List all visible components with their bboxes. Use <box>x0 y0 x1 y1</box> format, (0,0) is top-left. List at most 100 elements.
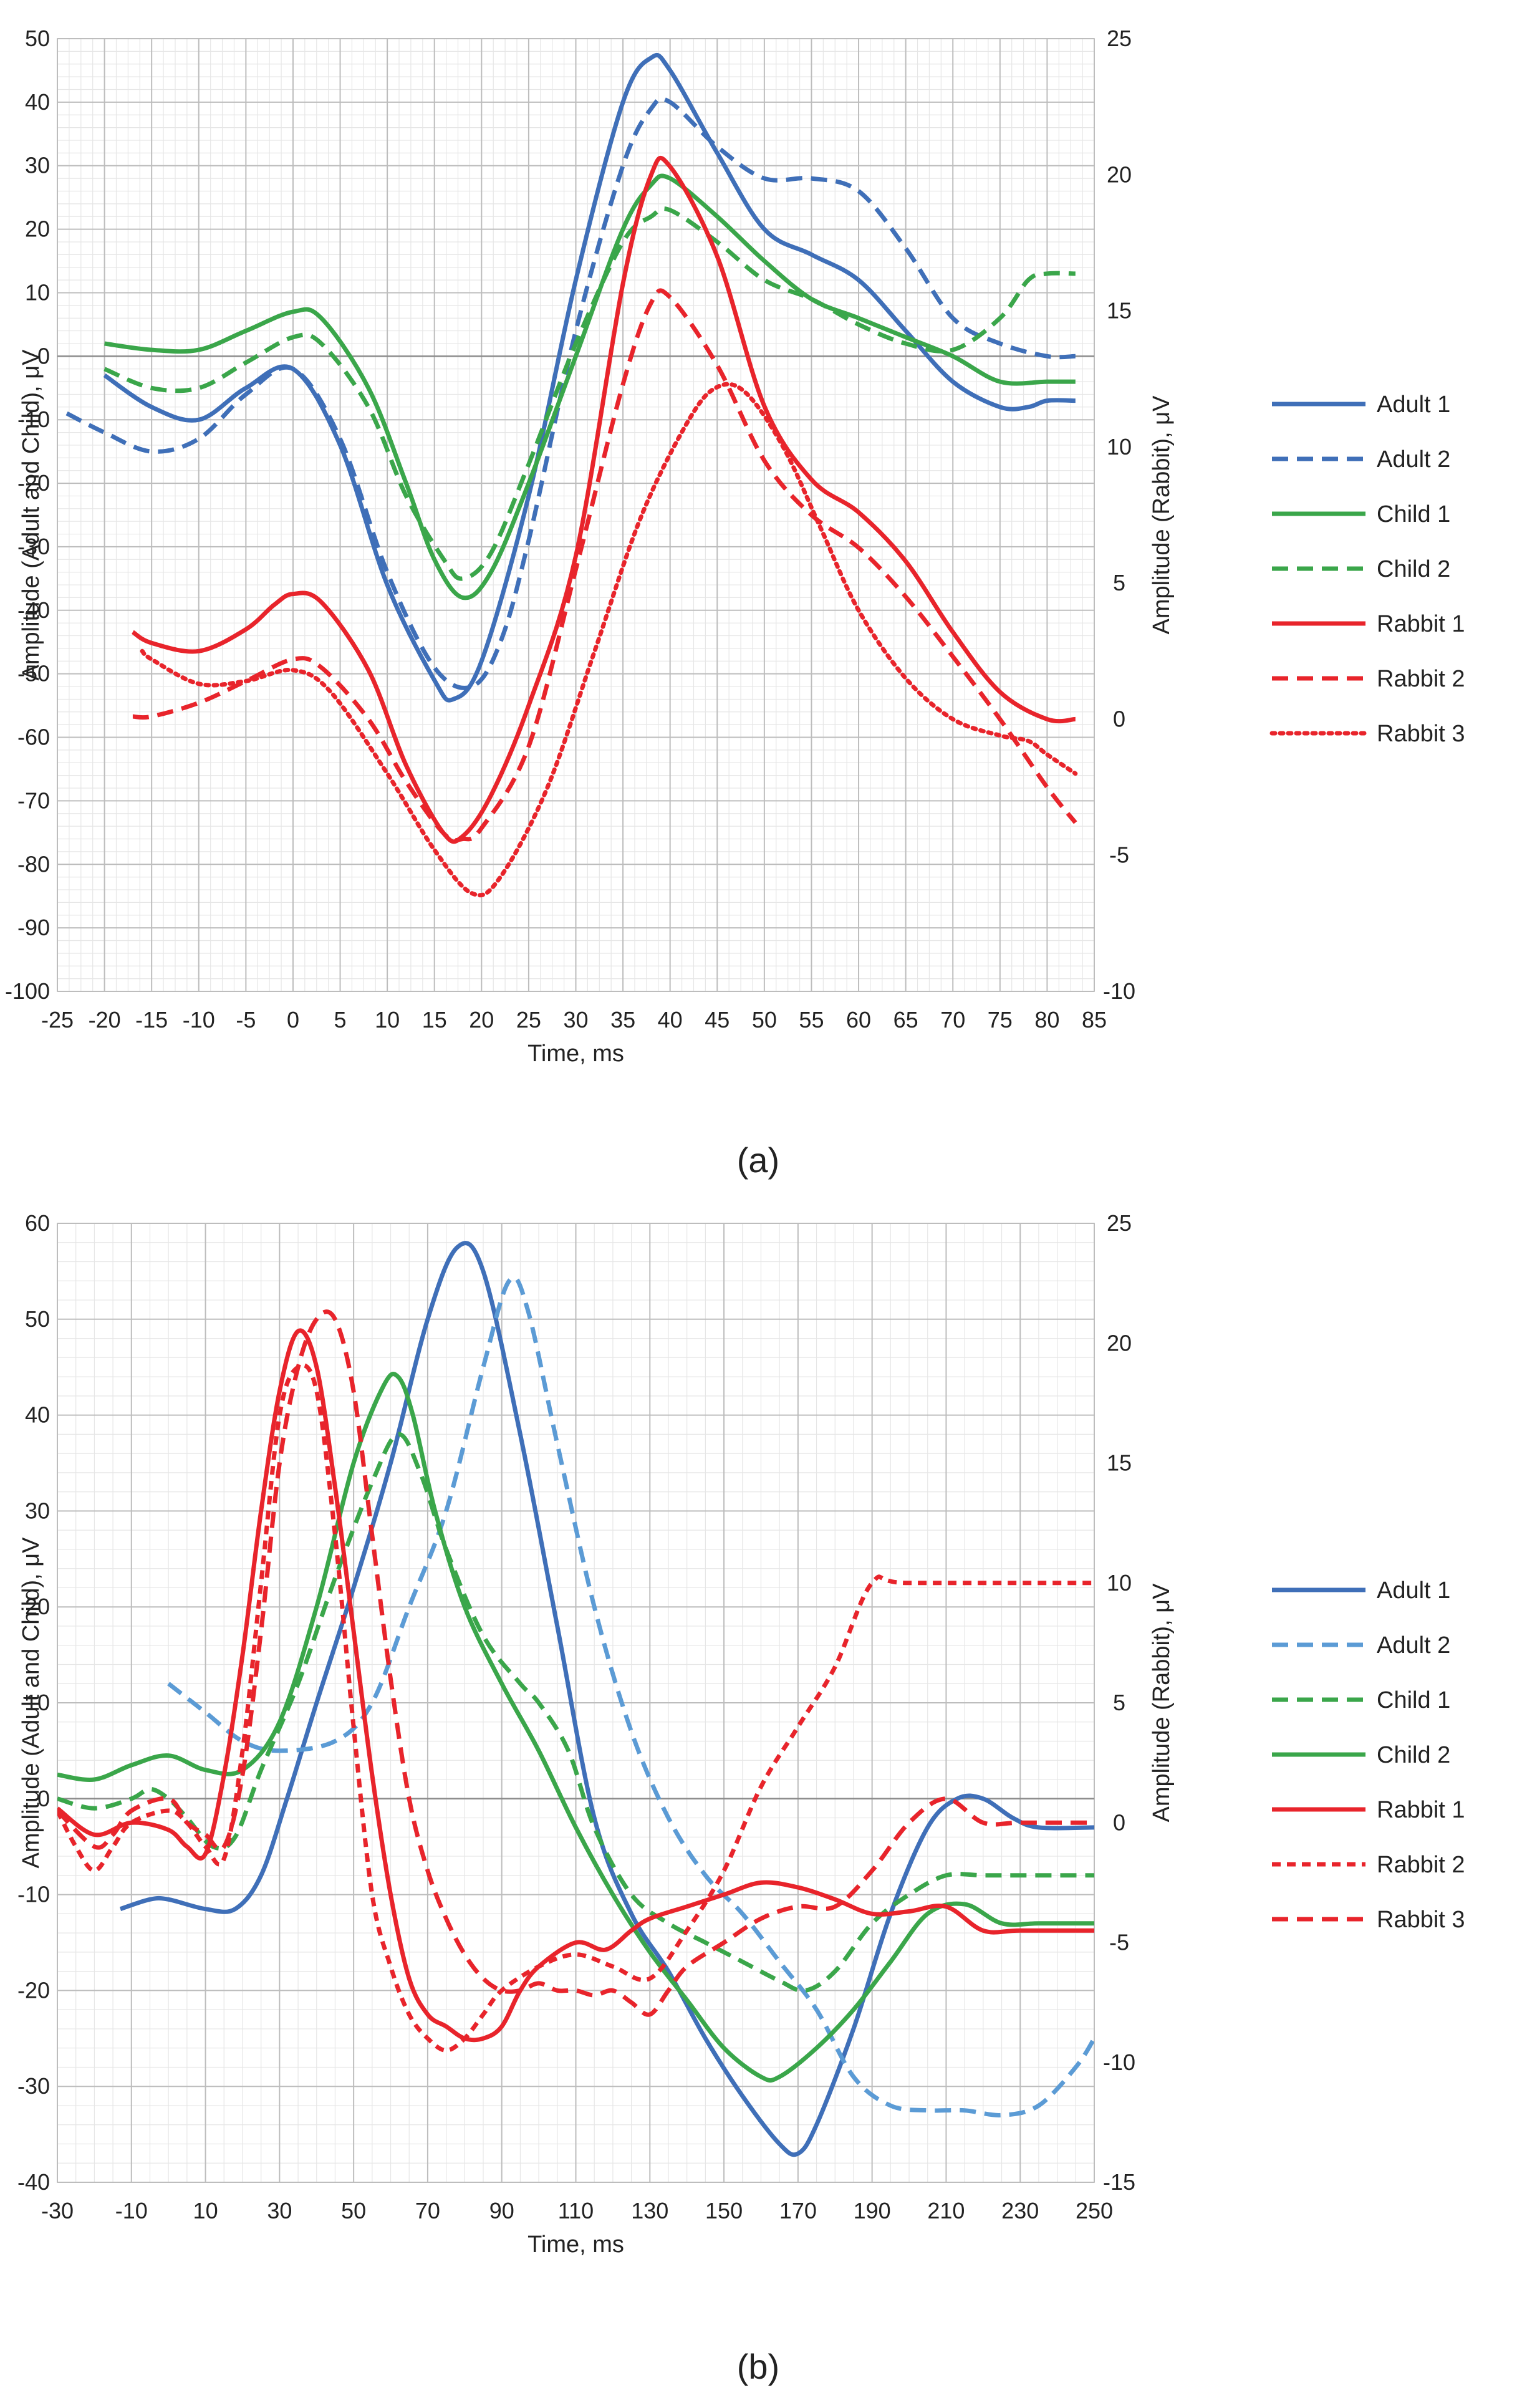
y-tick-label: -100 <box>5 978 50 1004</box>
y2-tick-label: 15 <box>1107 298 1132 324</box>
x-tick-label: -5 <box>236 1007 256 1033</box>
series-line-child-1 <box>104 173 1076 600</box>
series-line-rabbit-2 <box>57 1363 1094 2053</box>
y-tick-label: 40 <box>25 1402 50 1428</box>
series-line-child-2 <box>104 206 1076 581</box>
x-tick-label: 30 <box>563 1007 588 1033</box>
x-tick-label: 30 <box>267 2198 292 2223</box>
x-tick-label: -25 <box>41 1007 74 1033</box>
x-tick-label: 70 <box>415 2198 440 2223</box>
y-tick-label: -20 <box>17 1977 50 2003</box>
x-tick-label: 35 <box>610 1007 635 1033</box>
y2-tick-label: 0 <box>1113 706 1125 731</box>
series-line-rabbit-2 <box>132 288 1077 842</box>
x-axis-title: Time, ms <box>527 2232 624 2258</box>
x-tick-label: 130 <box>631 2198 668 2223</box>
y-tick-label: 60 <box>25 1210 50 1236</box>
x-axis-title: Time, ms <box>527 1041 624 1067</box>
x-tick-label: 250 <box>1076 2198 1113 2223</box>
x-tick-label: 190 <box>854 2198 891 2223</box>
y-tick-label: 40 <box>25 89 50 115</box>
x-tick-label: 10 <box>375 1007 400 1033</box>
chart-panel-b: -30 -10 10 30 50 70 90 110 130 150 170 190 210 230 250… <box>17 1210 1465 2386</box>
panel-label: (b) <box>737 2347 779 2386</box>
y-tick-label: -90 <box>17 915 50 940</box>
y-tick-label: -10 <box>17 407 50 432</box>
legend-label: Rabbit 2 <box>1377 666 1465 692</box>
x-tick-label: 170 <box>779 2198 817 2223</box>
y2-tick-label: -10 <box>1103 2049 1135 2075</box>
y-tick-label: 20 <box>25 216 50 242</box>
legend-label: Rabbit 1 <box>1377 611 1465 637</box>
y-tick-label: 20 <box>25 1594 50 1619</box>
x-tick-label: 230 <box>1001 2198 1039 2223</box>
legend-label: Adult 2 <box>1377 446 1450 473</box>
x-tick-label: 210 <box>927 2198 965 2223</box>
y-tick-label: 10 <box>25 279 50 305</box>
series-line-child-2 <box>57 1372 1094 2083</box>
x-tick-label: 75 <box>988 1007 1013 1033</box>
y2-tick-label: 5 <box>1113 570 1125 595</box>
x-tick-label: -10 <box>183 1007 215 1033</box>
y-tick-label: -10 <box>17 1882 50 1907</box>
x-tick-label: 90 <box>489 2198 514 2223</box>
x-tick-label: 40 <box>658 1007 683 1033</box>
y-tick-label: 30 <box>25 153 50 178</box>
series-lines <box>65 53 1078 898</box>
legend-label: Child 2 <box>1377 1742 1450 1768</box>
x-tick-label: -10 <box>115 2198 148 2223</box>
x-tick-label: -15 <box>135 1007 168 1033</box>
y-tick-label: -30 <box>17 2073 50 2099</box>
panel-label: (a) <box>737 1140 779 1180</box>
y-axis-title: Amplitude (Adult and Child), μV <box>18 349 44 681</box>
x-tick-label: 110 <box>558 2198 594 2223</box>
x-tick-label: 10 <box>193 2198 218 2223</box>
x-tick-label: -20 <box>89 1007 121 1033</box>
y-tick-label: -40 <box>17 597 50 623</box>
series-line-rabbit-1 <box>131 155 1076 844</box>
y2-tick-label: -5 <box>1109 842 1129 868</box>
legend-label: Rabbit 1 <box>1377 1797 1465 1823</box>
y-tick-label: -80 <box>17 851 50 877</box>
legend: Adult 1 Adult 2 Child 1 Child 2 Rabbit 1 Rabb… <box>1272 1577 1465 1933</box>
major-gridlines <box>57 38 1095 992</box>
x-tick-label: 65 <box>893 1007 918 1033</box>
x-tick-label: 25 <box>516 1007 541 1033</box>
y2-tick-label: 10 <box>1107 1570 1132 1596</box>
y2-tick-label: 15 <box>1107 1450 1132 1476</box>
y-tick-label: -40 <box>17 2169 50 2195</box>
y2-tick-label: -15 <box>1103 2169 1135 2195</box>
y-axis-title: Amplitude (Adult and Child), μV <box>18 1537 44 1869</box>
x-tick-label: 80 <box>1034 1007 1059 1033</box>
x-tick-label: 150 <box>705 2198 743 2223</box>
x-tick-label: 50 <box>341 2198 366 2223</box>
series-line-adult-2 <box>167 1275 1094 2117</box>
y2-tick-label: -5 <box>1109 1930 1129 1955</box>
series-line-adult-2 <box>65 96 1076 690</box>
y2-tick-label: 25 <box>1107 26 1132 51</box>
y2-axis-title: Amplitude (Rabbit), μV <box>1149 395 1175 635</box>
y2-tick-label: 5 <box>1113 1690 1125 1715</box>
legend-label: Adult 1 <box>1377 392 1450 418</box>
y-tick-label: 10 <box>25 1690 50 1715</box>
x-tick-label: 45 <box>705 1007 730 1033</box>
series-line-rabbit-3 <box>140 382 1078 898</box>
y-tick-label: -70 <box>17 787 50 813</box>
y2-axis-title: Amplitude (Rabbit), μV <box>1149 1583 1175 1823</box>
series-lines <box>57 1241 1094 2157</box>
x-tick-label: 5 <box>334 1007 347 1033</box>
x-tick-label: -30 <box>41 2198 74 2223</box>
legend-label: Child 1 <box>1377 1687 1450 1713</box>
legend-label: Child 1 <box>1377 501 1450 527</box>
legend-label: Adult 2 <box>1377 1632 1450 1659</box>
x-tick-label: 60 <box>846 1007 871 1033</box>
y2-tick-label: 10 <box>1107 434 1132 460</box>
legend-label: Adult 1 <box>1377 1577 1450 1604</box>
legend-label: Rabbit 2 <box>1377 1852 1465 1878</box>
x-tick-label: 85 <box>1082 1007 1107 1033</box>
legend-label: Rabbit 3 <box>1377 1907 1465 1933</box>
series-line-rabbit-3 <box>57 1309 1094 2017</box>
legend-label: Rabbit 3 <box>1377 721 1465 747</box>
legend: Adult 1 Adult 2 Child 1 Child 2 Rabbit 1 Rabb… <box>1269 392 1465 747</box>
